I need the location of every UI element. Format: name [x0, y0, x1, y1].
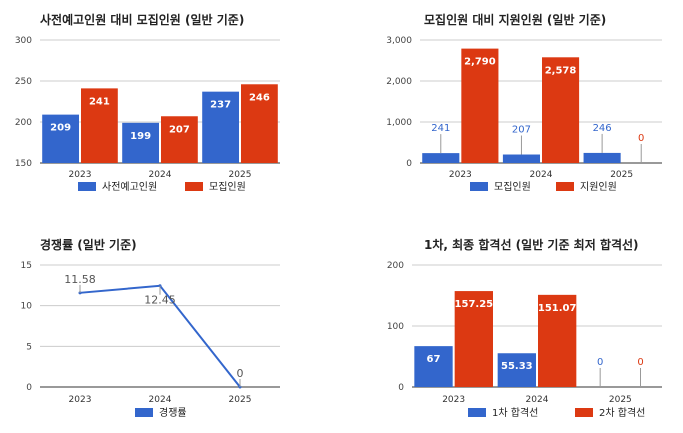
data-label: 2,578	[545, 65, 577, 76]
x-tick-label: 2025	[229, 170, 252, 180]
x-tick-label: 2023	[442, 395, 465, 405]
bar-2차 합격선-2024	[538, 294, 577, 387]
chart-3: 경쟁률 (일반 기준) 0 5 10 15 2023 2024 2025 11.58 12.45 0…	[21, 237, 280, 419]
bar-모집인원-2025	[583, 152, 621, 163]
data-label: 246	[249, 92, 270, 103]
data-label: 67	[427, 354, 441, 365]
y-tick-label: 2,000	[386, 77, 412, 87]
y-tick-label: 250	[15, 77, 32, 87]
chart-title: 경쟁률 (일반 기준)	[40, 237, 137, 252]
bar-모집인원-2023	[81, 88, 118, 163]
legend-swatch	[185, 182, 203, 191]
y-tick-label: 200	[15, 118, 32, 128]
legend-swatch	[135, 408, 153, 417]
data-label: 151.07	[538, 303, 577, 314]
bar-1차 합격선-2024	[497, 353, 536, 387]
legend-swatch	[575, 408, 593, 417]
data-label: 157.25	[455, 299, 494, 310]
legend-swatch	[556, 182, 574, 191]
data-label: 11.58	[64, 273, 96, 286]
legend-entry: 사전예고인원	[102, 181, 157, 193]
legend-swatch	[468, 408, 486, 417]
chart-1: 사전예고인원 대비 모집인원 (일반 기준) 150 200 250 300 2023 20…	[15, 12, 280, 193]
data-label: 199	[130, 131, 151, 142]
data-label: 2,790	[464, 57, 496, 68]
y-tick-label: 1,000	[386, 118, 412, 128]
y-tick-label: 5	[26, 342, 32, 352]
x-tick-label: 2024	[530, 170, 553, 180]
x-tick-label: 2024	[526, 395, 549, 405]
chart-title: 사전예고인원 대비 모집인원 (일반 기준)	[40, 12, 244, 27]
legend-entry: 1차 합격선	[492, 406, 538, 419]
x-tick-label: 2025	[229, 395, 252, 405]
bar-사전예고인원-2024	[122, 122, 159, 163]
x-tick-label: 2023	[69, 395, 92, 405]
x-tick-label: 2023	[449, 170, 472, 180]
chart-title: 1차, 최종 합격선 (일반 기준 최저 합격선)	[424, 237, 639, 252]
bar-지원인원-2024	[542, 57, 580, 163]
chart-4: 1차, 최종 합격선 (일반 기준 최저 합격선) 0 100 200 2023 2024…	[387, 237, 662, 419]
x-tick-label: 2023	[69, 170, 92, 180]
bar-모집인원-2024	[161, 116, 198, 163]
data-label: 12.45	[144, 294, 176, 307]
y-tick-label: 10	[21, 302, 33, 312]
y-tick-label: 0	[406, 159, 412, 169]
data-label: 0	[597, 357, 603, 368]
legend-swatch	[78, 182, 96, 191]
legend-entry: 모집인원	[209, 181, 246, 193]
data-label: 0	[637, 357, 643, 368]
x-tick-label: 2024	[149, 395, 172, 405]
y-tick-label: 100	[387, 322, 404, 332]
x-tick-label: 2024	[149, 170, 172, 180]
legend-entry: 경쟁률	[159, 406, 187, 419]
chart-title: 모집인원 대비 지원인원 (일반 기준)	[424, 12, 606, 27]
data-label: 207	[512, 125, 531, 136]
data-label: 246	[593, 123, 612, 134]
y-tick-label: 3,000	[386, 36, 412, 46]
y-tick-label: 150	[15, 159, 32, 169]
y-tick-label: 0	[26, 383, 32, 393]
bar-2차 합격선-2023	[454, 291, 493, 387]
legend-entry: 지원인원	[580, 181, 617, 193]
data-label: 207	[169, 124, 190, 135]
legend-swatch	[470, 182, 488, 191]
data-label: 0	[638, 133, 644, 144]
x-tick-label: 2025	[609, 395, 632, 405]
bar-사전예고인원-2023	[42, 114, 79, 163]
data-label: 55.33	[501, 361, 533, 372]
y-tick-label: 15	[21, 261, 32, 271]
bar-지원인원-2023	[461, 48, 499, 163]
bar-모집인원-2023	[422, 153, 460, 163]
bar-모집인원-2024	[502, 154, 540, 163]
data-label: 241	[89, 96, 110, 107]
bar-사전예고인원-2025	[202, 91, 239, 163]
bar-1차 합격선-2023	[414, 346, 453, 387]
data-label: 241	[431, 123, 450, 134]
legend-entry: 모집인원	[494, 181, 531, 193]
x-tick-label: 2025	[610, 170, 633, 180]
y-tick-label: 0	[398, 383, 404, 393]
y-tick-label: 300	[15, 36, 32, 46]
y-tick-label: 200	[387, 261, 404, 271]
legend-entry: 2차 합격선	[599, 406, 645, 419]
bar-모집인원-2025	[241, 84, 278, 163]
data-label: 209	[50, 123, 71, 134]
chart-2: 모집인원 대비 지원인원 (일반 기준) 0 1,000 2,000 3,000 2023…	[386, 12, 662, 193]
data-label: 0	[237, 367, 244, 380]
data-label: 237	[210, 100, 231, 111]
